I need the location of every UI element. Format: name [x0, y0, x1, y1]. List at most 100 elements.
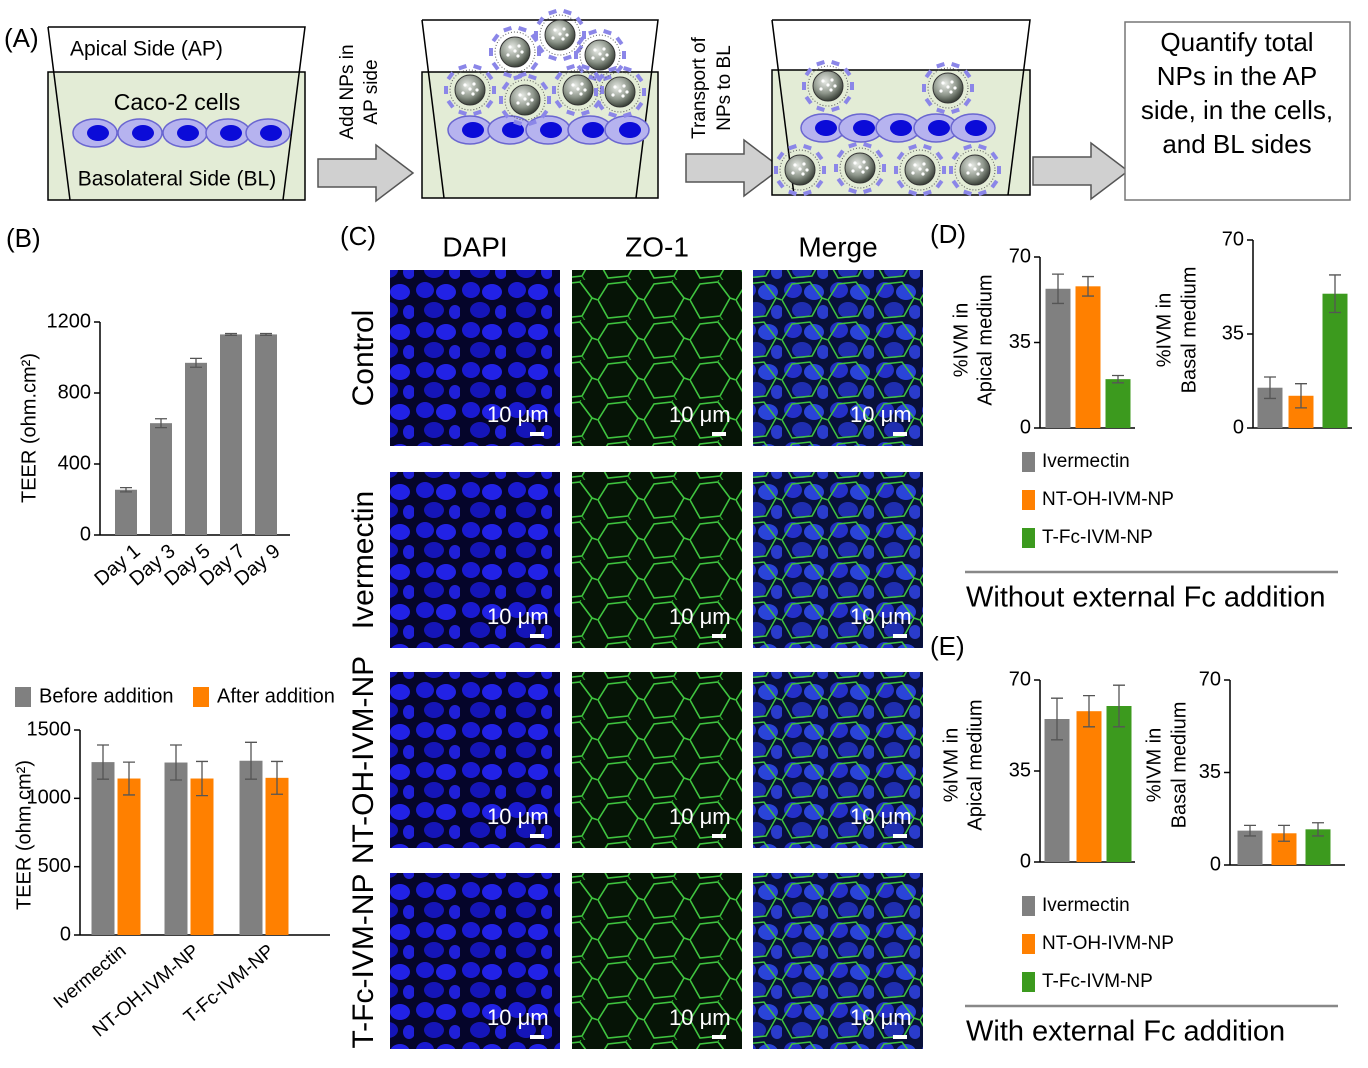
legend-swatch: [15, 687, 31, 707]
bar: [190, 778, 214, 935]
bar: [265, 777, 289, 935]
ligand: [635, 73, 644, 83]
ligand: [816, 105, 826, 112]
error-bar: [271, 760, 283, 795]
y-tick-label: 0: [1210, 853, 1221, 875]
ligand: [608, 66, 618, 73]
np-dot: [977, 162, 981, 166]
np-dot: [517, 44, 521, 48]
ligand: [908, 144, 918, 151]
ligand: [547, 96, 551, 104]
ligand: [602, 29, 612, 36]
y-tick-label: 1000: [27, 787, 72, 809]
np-dot: [518, 93, 522, 97]
np-dot: [598, 52, 602, 56]
ligand: [776, 179, 785, 189]
ligand: [922, 84, 926, 92]
ligand: [848, 187, 858, 194]
ligand: [830, 60, 840, 67]
ligand: [816, 60, 826, 67]
ligand: [596, 73, 605, 83]
np-dot: [922, 162, 926, 166]
y-tick-label: 70: [1222, 228, 1244, 250]
np-dot: [793, 163, 797, 167]
ligand: [576, 36, 585, 46]
np-dot: [471, 92, 475, 96]
np-dot: [946, 85, 950, 89]
scale-label: 10 μm: [487, 1005, 549, 1030]
np-dot: [571, 83, 575, 87]
error-bar: [260, 332, 272, 336]
error-bar: [190, 357, 202, 368]
error-bar: [1051, 697, 1063, 741]
ligand: [458, 64, 468, 71]
ligand: [774, 166, 778, 174]
ligand: [622, 66, 632, 73]
micrograph: [753, 873, 923, 1049]
panel-label: (A): [4, 23, 39, 53]
y-tick-label: 800: [58, 381, 91, 403]
legend-swatch: [1022, 934, 1035, 954]
bar: [1105, 379, 1131, 428]
np-dot: [862, 160, 866, 164]
micrograph: [390, 270, 560, 446]
error-bar: [245, 741, 257, 780]
scale-bar: [712, 1035, 726, 1039]
error-bar: [1052, 273, 1064, 305]
ligand: [492, 86, 496, 94]
np-dot: [980, 168, 984, 172]
nucleus: [619, 122, 641, 138]
np-dot: [526, 102, 530, 106]
bar: [115, 489, 137, 535]
legend-swatch: [1022, 490, 1035, 510]
np-dot: [618, 89, 622, 93]
panel-label: (D): [930, 219, 966, 249]
ligand: [802, 82, 806, 90]
np-dot: [472, 82, 476, 86]
column-header: DAPI: [442, 231, 507, 262]
np-dot: [565, 33, 569, 37]
np-dot: [506, 53, 510, 57]
ligand: [836, 149, 845, 159]
label: Basolateral Side (BL): [78, 168, 276, 191]
scale-label: 10 μm: [850, 804, 912, 829]
np-dot: [973, 167, 977, 171]
ligand: [554, 99, 563, 109]
y-axis-label: %IVM in: [950, 303, 972, 377]
micrograph: [753, 472, 923, 648]
scale-bar: [893, 432, 907, 436]
np-dot: [475, 88, 479, 92]
bar: [220, 334, 242, 535]
np-shell: [494, 31, 536, 73]
np-shell: [599, 71, 641, 113]
ligand: [615, 64, 624, 74]
y-tick-label: 1500: [27, 718, 72, 740]
np-dot: [851, 169, 855, 173]
np-dot: [520, 50, 524, 54]
legend-label: T-Fc-IVM-NP: [1042, 527, 1153, 548]
np-dot: [826, 83, 830, 87]
np-shell: [927, 67, 969, 109]
ligand: [836, 177, 845, 187]
ligand: [446, 99, 455, 109]
bar: [91, 762, 115, 935]
np-dot: [621, 94, 625, 98]
legend-label: NT-OH-IVM-NP: [1042, 489, 1174, 510]
np-dot: [516, 54, 520, 58]
y-axis-label: %IVM in: [1153, 293, 1175, 367]
result-box: [1124, 21, 1351, 201]
ligand: [552, 86, 556, 94]
nucleus: [462, 122, 484, 138]
np-dot: [622, 84, 626, 88]
ligand: [963, 144, 973, 151]
ligand: [935, 179, 944, 189]
row-label: Control: [347, 310, 380, 407]
y-tick-label: 70: [1009, 245, 1031, 267]
np-dot: [551, 36, 555, 40]
np-dot: [553, 28, 557, 32]
ligand: [935, 151, 944, 161]
y-axis-label: TEER (ohm.cm²): [13, 760, 35, 910]
scale-label: 10 μm: [669, 604, 731, 629]
y-tick-label: 35: [1222, 322, 1244, 344]
error-bar: [1295, 383, 1307, 409]
